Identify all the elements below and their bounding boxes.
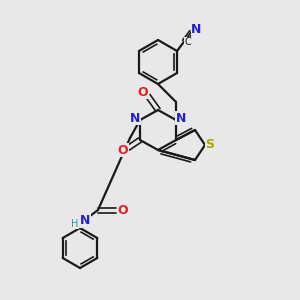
Text: N: N <box>191 23 202 36</box>
Text: H: H <box>71 219 79 229</box>
Text: S: S <box>206 137 214 151</box>
Text: O: O <box>118 203 128 217</box>
Text: O: O <box>138 85 148 98</box>
Text: C: C <box>185 38 192 47</box>
Text: N: N <box>176 112 186 124</box>
Text: N: N <box>130 112 140 124</box>
Text: N: N <box>80 214 90 227</box>
Text: O: O <box>118 143 128 157</box>
